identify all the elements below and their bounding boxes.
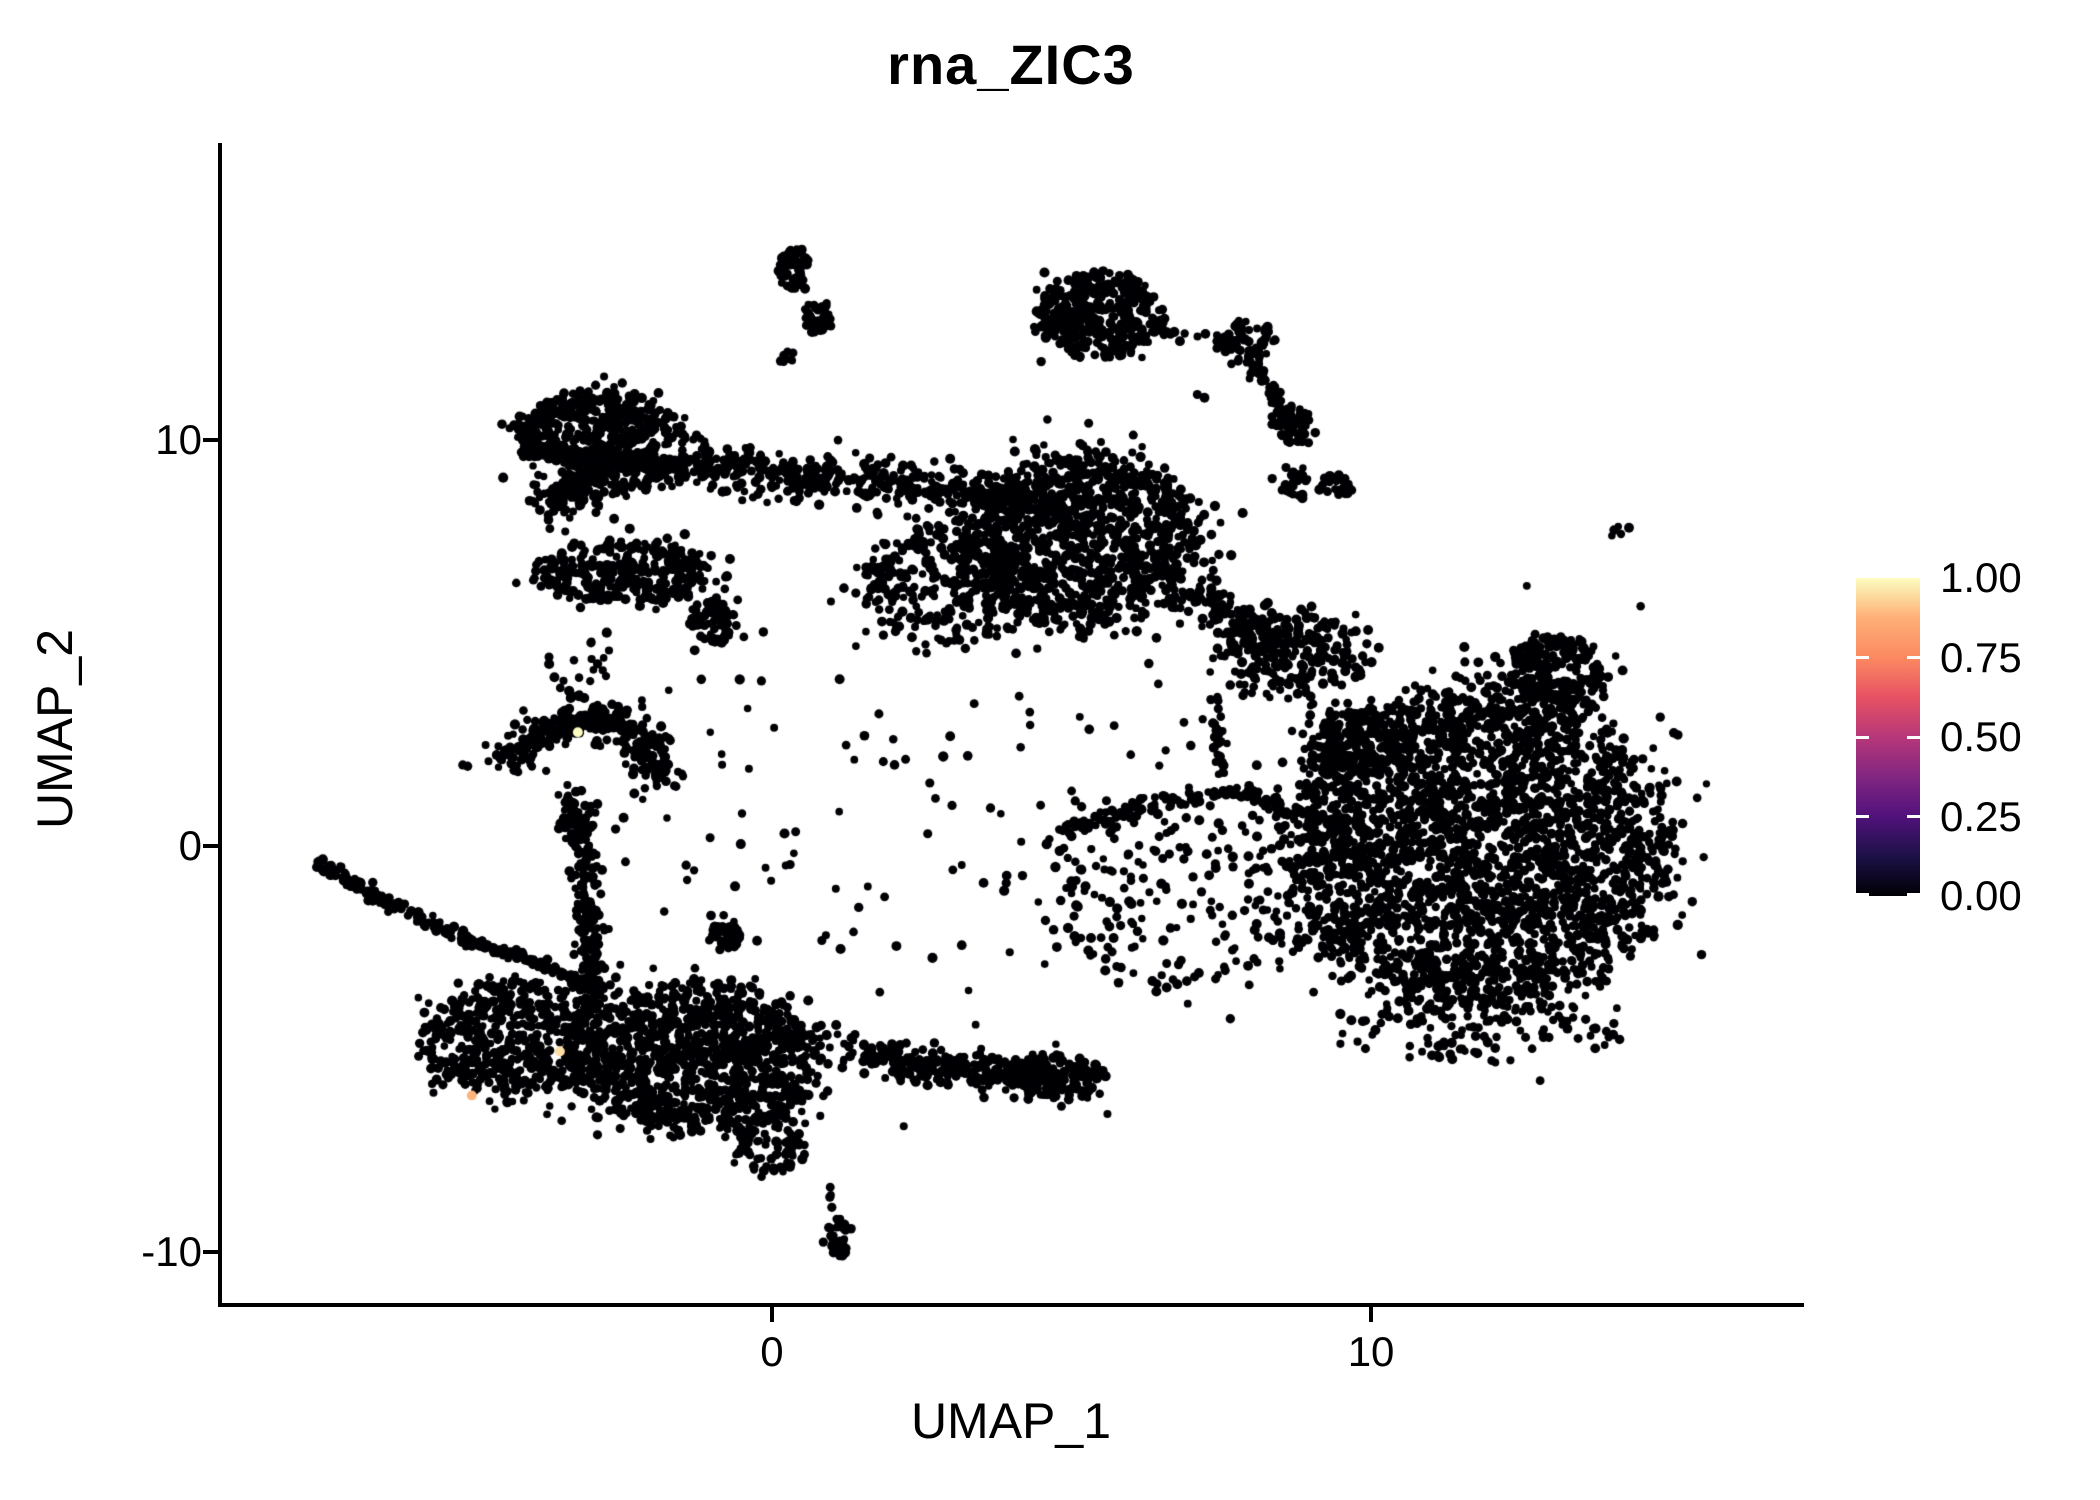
- colorbar-tick: [1856, 735, 1869, 739]
- colorbar: [1856, 578, 1920, 896]
- colorbar-tick: [1907, 735, 1920, 739]
- colorbar-label: 0.00: [1940, 872, 2022, 919]
- y-tick-mark: [203, 843, 218, 848]
- x-tick-mark: [1369, 1307, 1374, 1322]
- x-tick-label: 0: [760, 1328, 784, 1375]
- y-tick-mark: [203, 1250, 218, 1255]
- y-tick-label: 0: [178, 821, 202, 869]
- figure-title: rna_ZIC3: [887, 33, 1135, 96]
- y-axis-label: UMAP_2: [27, 628, 83, 830]
- x-axis-line: [218, 1303, 1804, 1307]
- colorbar-tick: [1907, 656, 1920, 659]
- colorbar-label: 0.75: [1940, 633, 2022, 681]
- colorbar-tick: [1856, 815, 1869, 818]
- colorbar-label: 0.50: [1940, 713, 2022, 760]
- y-tick-label: 10: [155, 415, 202, 463]
- plot-panel: [222, 143, 1800, 1303]
- x-tick-label: 10: [1347, 1328, 1395, 1375]
- x-tick-mark: [769, 1307, 774, 1322]
- colorbar-label: 0.25: [1940, 792, 2022, 840]
- colorbar-tick: [1907, 815, 1920, 818]
- colorbar-tick: [1856, 656, 1869, 659]
- x-axis-label: UMAP_1: [910, 1393, 1112, 1449]
- colorbar-tick: [1907, 893, 1920, 896]
- y-tick-label: -10: [141, 1228, 202, 1276]
- colorbar-tick: [1856, 893, 1869, 896]
- colorbar-label: 1.00: [1940, 554, 2022, 601]
- y-tick-mark: [203, 437, 218, 442]
- y-axis-line: [218, 143, 222, 1307]
- scatter-canvas: [222, 143, 1800, 1303]
